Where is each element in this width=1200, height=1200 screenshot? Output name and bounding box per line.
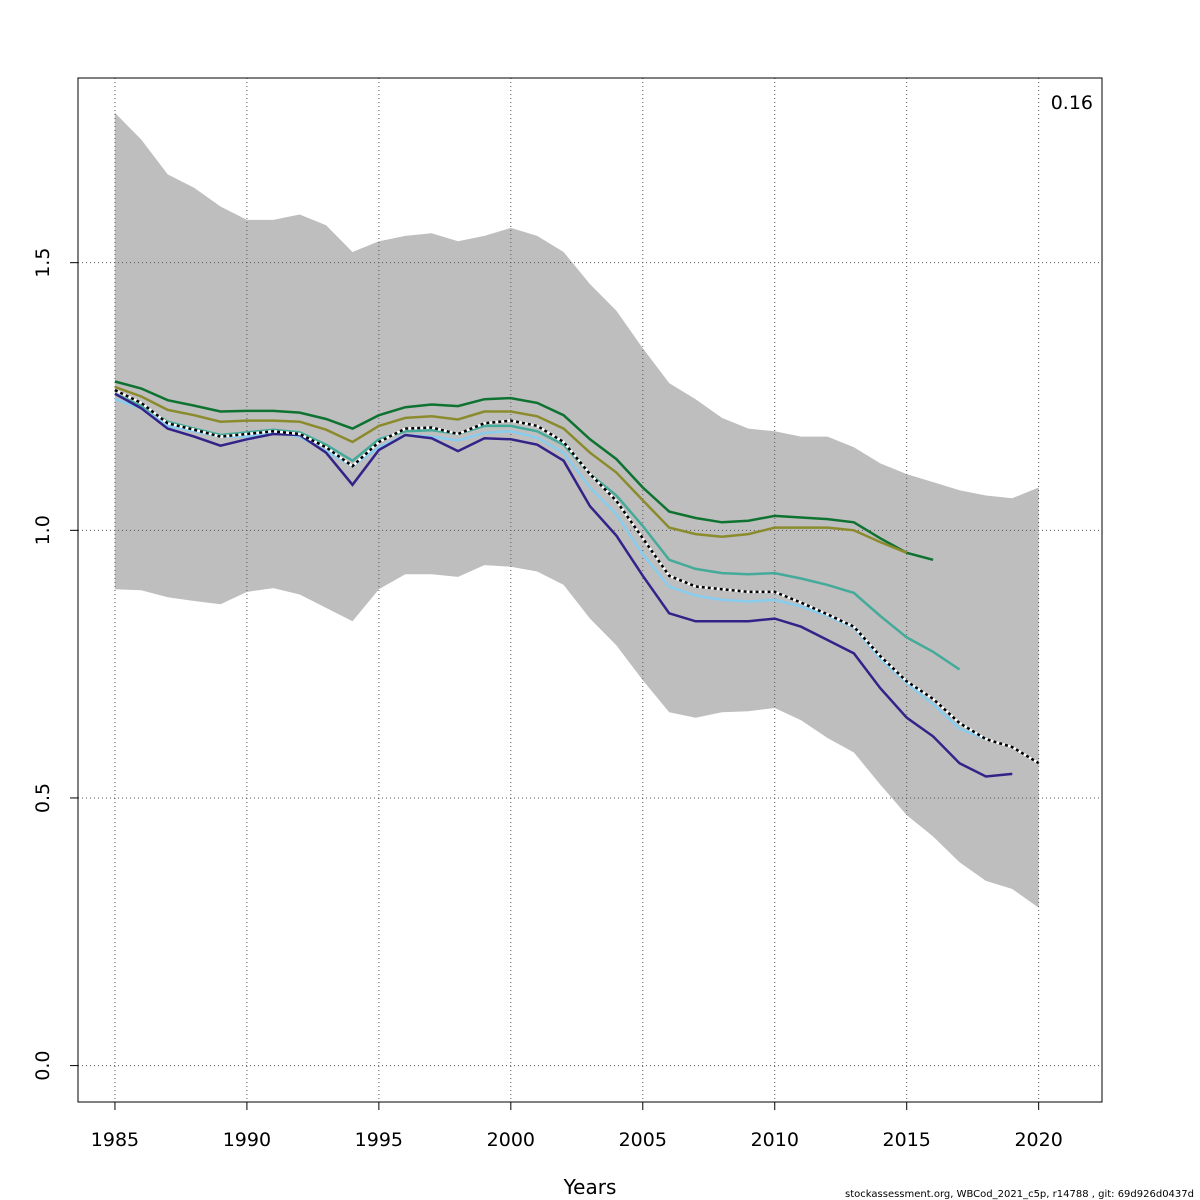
- x-tick-label: 1995: [355, 1129, 403, 1151]
- y-axis: 0.0 0.5 1.0 1.5: [32, 248, 78, 1081]
- x-tick-label: 2015: [883, 1129, 931, 1151]
- series-layer: [114, 380, 1040, 778]
- series-line: [114, 385, 908, 554]
- x-tick-label: 2020: [1014, 1129, 1062, 1151]
- y-tick-label: 1.0: [32, 515, 54, 545]
- y-tick-label: 0.5: [32, 783, 54, 813]
- x-tick-label: 2005: [619, 1129, 667, 1151]
- series-line: [114, 380, 934, 562]
- y-tick-label: 1.5: [32, 248, 54, 278]
- x-tick-label: 1985: [91, 1129, 139, 1151]
- x-tick-label: 2000: [487, 1129, 535, 1151]
- series-line: [114, 392, 1013, 778]
- plot-frame: [77, 77, 1103, 1103]
- x-tick-label: 1990: [223, 1129, 271, 1151]
- x-axis-title: Years: [563, 1175, 617, 1199]
- confidence-band: [114, 112, 1039, 908]
- series-line-dashed: [114, 388, 1040, 765]
- grid-layer: [78, 78, 1102, 1102]
- corner-value-label: 0.16: [1051, 92, 1093, 114]
- footer-credit: stockassessment.org, WBCod_2021_c5p, r14…: [845, 1189, 1194, 1200]
- confidence-band-layer: [114, 112, 1039, 908]
- x-axis: 1985 1990 1995 2000 2005 2010 2015 2020: [91, 1102, 1063, 1151]
- y-tick-label: 0.0: [32, 1050, 54, 1080]
- series-line: [114, 392, 961, 671]
- x-tick-label: 2010: [751, 1129, 799, 1151]
